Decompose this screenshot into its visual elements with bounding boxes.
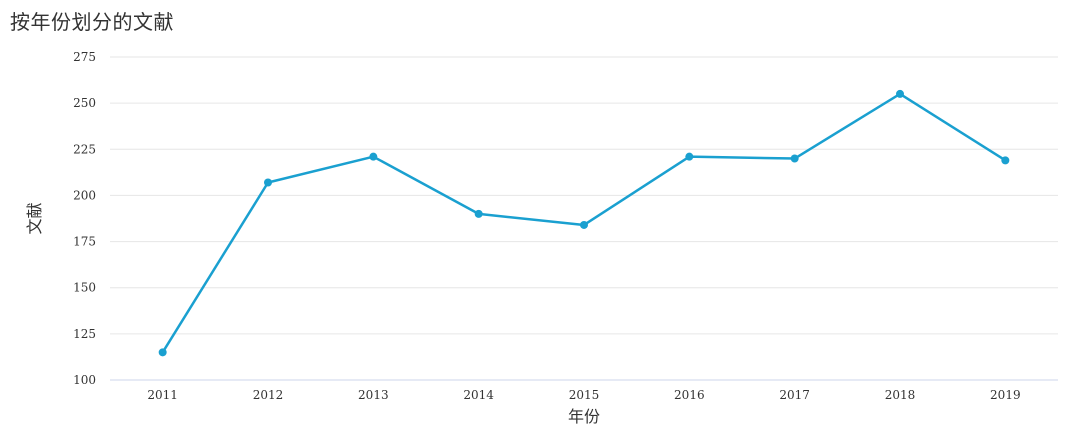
data-point[interactable]	[896, 89, 904, 98]
x-tick-label: 2013	[358, 388, 389, 402]
data-point[interactable]	[580, 220, 588, 229]
x-tick-label: 2019	[990, 388, 1021, 402]
chart-title: 按年份划分的文献	[10, 10, 174, 34]
x-tick-label: 2014	[463, 388, 494, 402]
x-tick-label: 2018	[885, 388, 916, 402]
x-tick-label: 2015	[569, 388, 600, 402]
y-axis-title: 文献	[25, 202, 44, 234]
x-axis-title: 年份	[568, 407, 600, 426]
y-tick-label: 275	[73, 50, 96, 64]
x-tick-label: 2016	[674, 388, 705, 402]
series-layer	[158, 89, 1010, 357]
y-tick-label: 150	[73, 281, 96, 295]
x-axis-ticks: 2011 2012 2013 2014 2015 2016 2017 2018 2019	[147, 388, 1020, 402]
y-tick-label: 250	[73, 96, 96, 110]
data-point[interactable]	[474, 209, 483, 218]
data-point[interactable]	[158, 348, 167, 357]
data-point[interactable]	[790, 154, 799, 163]
data-point[interactable]	[1001, 156, 1010, 165]
x-tick-label: 2017	[779, 388, 810, 402]
y-tick-label: 175	[73, 235, 96, 249]
x-tick-label: 2012	[253, 388, 284, 402]
y-tick-label: 125	[73, 327, 96, 341]
y-axis-ticks: 100 125 150 175 200 225 250 275	[73, 50, 96, 387]
y-tick-label: 225	[73, 142, 96, 156]
y-tick-label: 200	[73, 188, 96, 202]
data-point[interactable]	[264, 178, 272, 187]
x-tick-label: 2011	[147, 388, 178, 402]
data-point[interactable]	[685, 152, 694, 161]
grid-lines	[110, 56, 1058, 335]
data-point[interactable]	[369, 152, 378, 161]
y-tick-label: 100	[73, 373, 96, 387]
